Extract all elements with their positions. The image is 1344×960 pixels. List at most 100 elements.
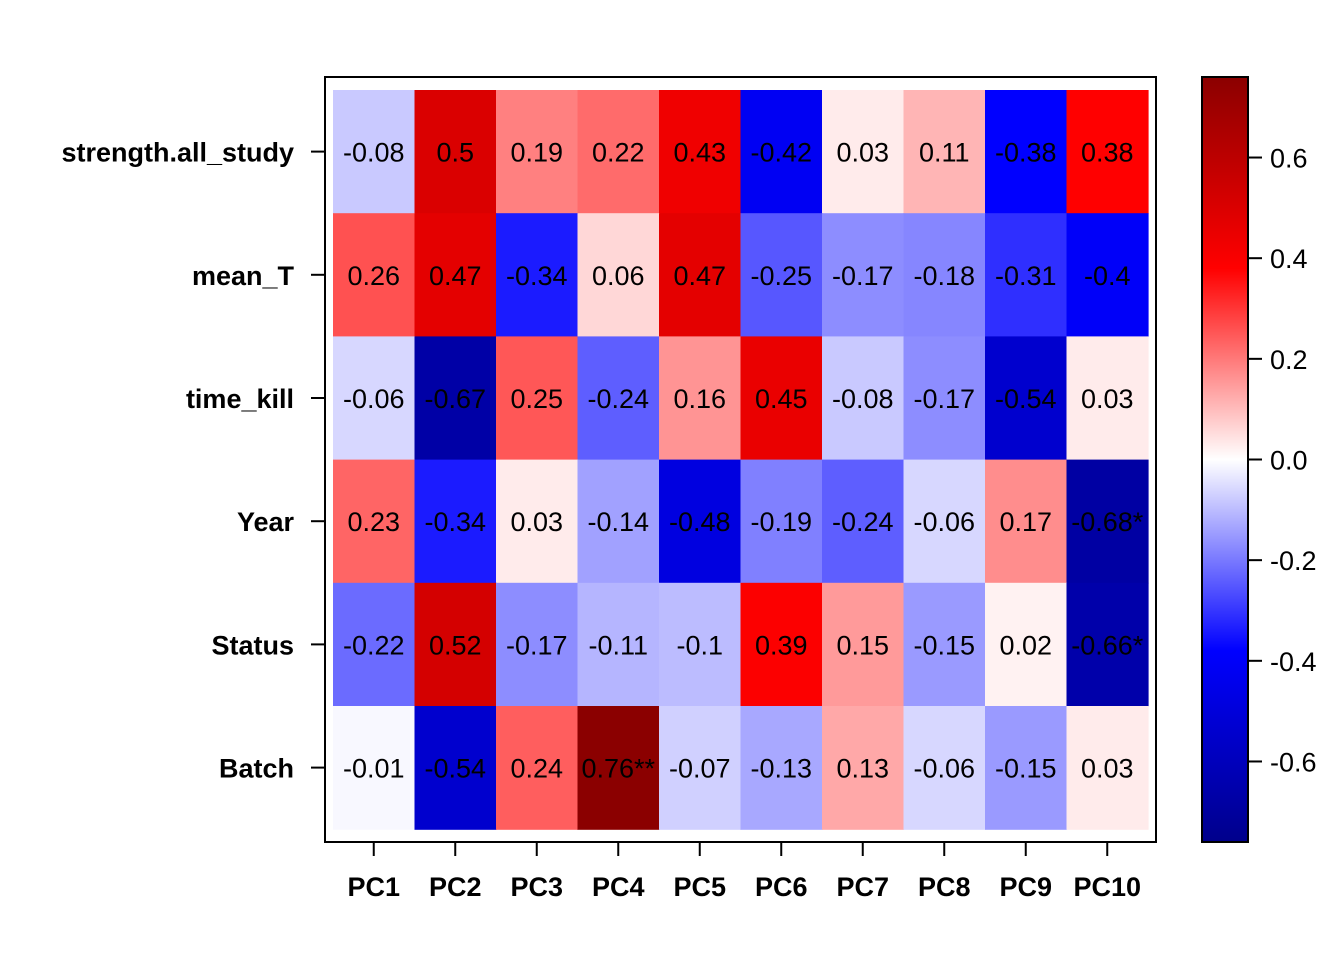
heatmap-cell [414,336,497,461]
heatmap-cell [496,213,579,337]
heatmap-cell [985,582,1068,707]
heatmap-cell [496,90,579,214]
column-label: PC7 [836,872,889,902]
heatmap-cell [496,459,579,584]
heatmap-cell [414,459,497,584]
row-label: Batch [219,754,294,784]
heatmap-cell-label: 0.38 [1081,138,1134,168]
row-label: Year [237,507,295,537]
heatmap-cell [414,582,497,707]
heatmap-cell [903,90,986,214]
color-legend-ticks: 0.6 0.4 0.2 0.0 -0.2 -0.4 -0.6 [1248,144,1317,777]
heatmap-cell-label: 0.47 [429,261,482,291]
heatmap-cell [740,336,823,461]
heatmap-cell [1066,336,1149,461]
column-label: PC10 [1073,872,1141,902]
column-label: PC5 [673,872,726,902]
heatmap-cell-label: -0.24 [832,507,894,537]
heatmap-cell [414,90,497,214]
heatmap-cell-label: -0.06 [913,507,975,537]
heatmap-cell-label: -0.67 [424,384,486,414]
heatmap-cell [496,336,579,461]
heatmap-cell-label: 0.43 [673,138,726,168]
heatmap-cell [822,336,905,461]
heatmap-cell-label: 0.19 [510,138,563,168]
heatmap-cell [985,90,1068,214]
legend-tick-label: 0.4 [1270,244,1308,274]
heatmap-cell-label: 0.11 [919,138,970,168]
heatmap-cell [577,90,660,214]
heatmap-cell [740,90,823,214]
row-label: strength.all_study [61,138,294,168]
heatmap-cell-label: -0.17 [832,261,894,291]
heatmap-cell [1066,582,1149,707]
heatmap-cell [659,336,742,461]
heatmap-cell-label: -0.08 [832,384,894,414]
heatmap-cell-label: 0.02 [999,630,1052,660]
heatmap-cell [1066,706,1149,830]
column-label: PC6 [755,872,808,902]
heatmap-cell-label: -0.06 [913,754,975,784]
heatmap-cell-label: -0.08 [343,138,405,168]
heatmap-cell [985,459,1068,584]
heatmap-cell [496,582,579,707]
legend-tick-label: -0.6 [1270,747,1317,777]
heatmap-cell-label: 0.16 [673,384,726,414]
heatmap-cell [659,459,742,584]
heatmap-cell-label: 0.22 [592,138,645,168]
heatmap-cell-label: -0.48 [669,507,731,537]
heatmap-cell-label: 0.17 [999,507,1052,537]
legend-tick-label: -0.4 [1270,647,1317,677]
heatmap-cell [659,582,742,707]
heatmap-cell [414,706,497,830]
heatmap-cell-label: -0.22 [343,630,405,660]
heatmap-cell-label: -0.17 [506,630,568,660]
heatmap-cell-label: 0.03 [836,138,889,168]
heatmap-cell [903,336,986,461]
heatmap-cell-label: 0.45 [755,384,808,414]
heatmap-cell [333,582,416,707]
heatmap-cell [740,706,823,830]
heatmap-cell-labels: -0.08 0.5 0.19 0.22 0.43 -0.42 0.03 0.11 -0.38 0.… [343,138,1144,784]
heatmap-cell [333,706,416,830]
heatmap-cell [822,582,905,707]
heatmap-cell [822,90,905,214]
column-label: PC3 [510,872,563,902]
heatmap-cell [414,213,497,337]
heatmap-cell-label: 0.5 [436,138,474,168]
heatmap-cell-label: -0.14 [587,507,649,537]
row-label: time_kill [186,384,294,414]
heatmap-cell-label: 0.26 [347,261,400,291]
heatmap-cell-label: 0.76** [581,754,655,784]
heatmap-cell-label: -0.11 [588,630,648,660]
legend-tick-label: 0.0 [1270,446,1308,476]
heatmap-cell [822,706,905,830]
heatmap-cell-label: -0.07 [669,754,731,784]
heatmap-cell-label: -0.25 [750,261,812,291]
heatmap-cell-label: -0.18 [913,261,975,291]
heatmap-cell-label: -0.54 [995,384,1057,414]
heatmap-cell [577,582,660,707]
heatmap-cell-label: -0.42 [750,138,812,168]
heatmap-cell-label: 0.47 [673,261,726,291]
heatmap-cell [740,213,823,337]
heatmap-cell-label: -0.06 [343,384,405,414]
color-legend: 0.6 0.4 0.2 0.0 -0.2 -0.4 -0.6 [1201,76,1317,843]
column-label: PC1 [347,872,400,902]
heatmap-cell [496,706,579,830]
heatmap-cell [740,459,823,584]
heatmap-cell [577,336,660,461]
heatmap-cell-label: -0.01 [343,754,405,784]
heatmap-cell-label: 0.03 [510,507,563,537]
heatmap-cell-label: -0.1 [676,630,723,660]
plot-frame [324,76,1157,843]
heatmap-cell [1066,90,1149,214]
legend-tick-label: 0.2 [1270,345,1308,375]
heatmap-cell [903,582,986,707]
column-label: PC2 [429,872,482,902]
heatmap-cell [577,213,660,337]
heatmap-cell [985,706,1068,830]
heatmap-cell-label: 0.13 [836,754,889,784]
heatmap-cell-label: 0.39 [755,630,808,660]
